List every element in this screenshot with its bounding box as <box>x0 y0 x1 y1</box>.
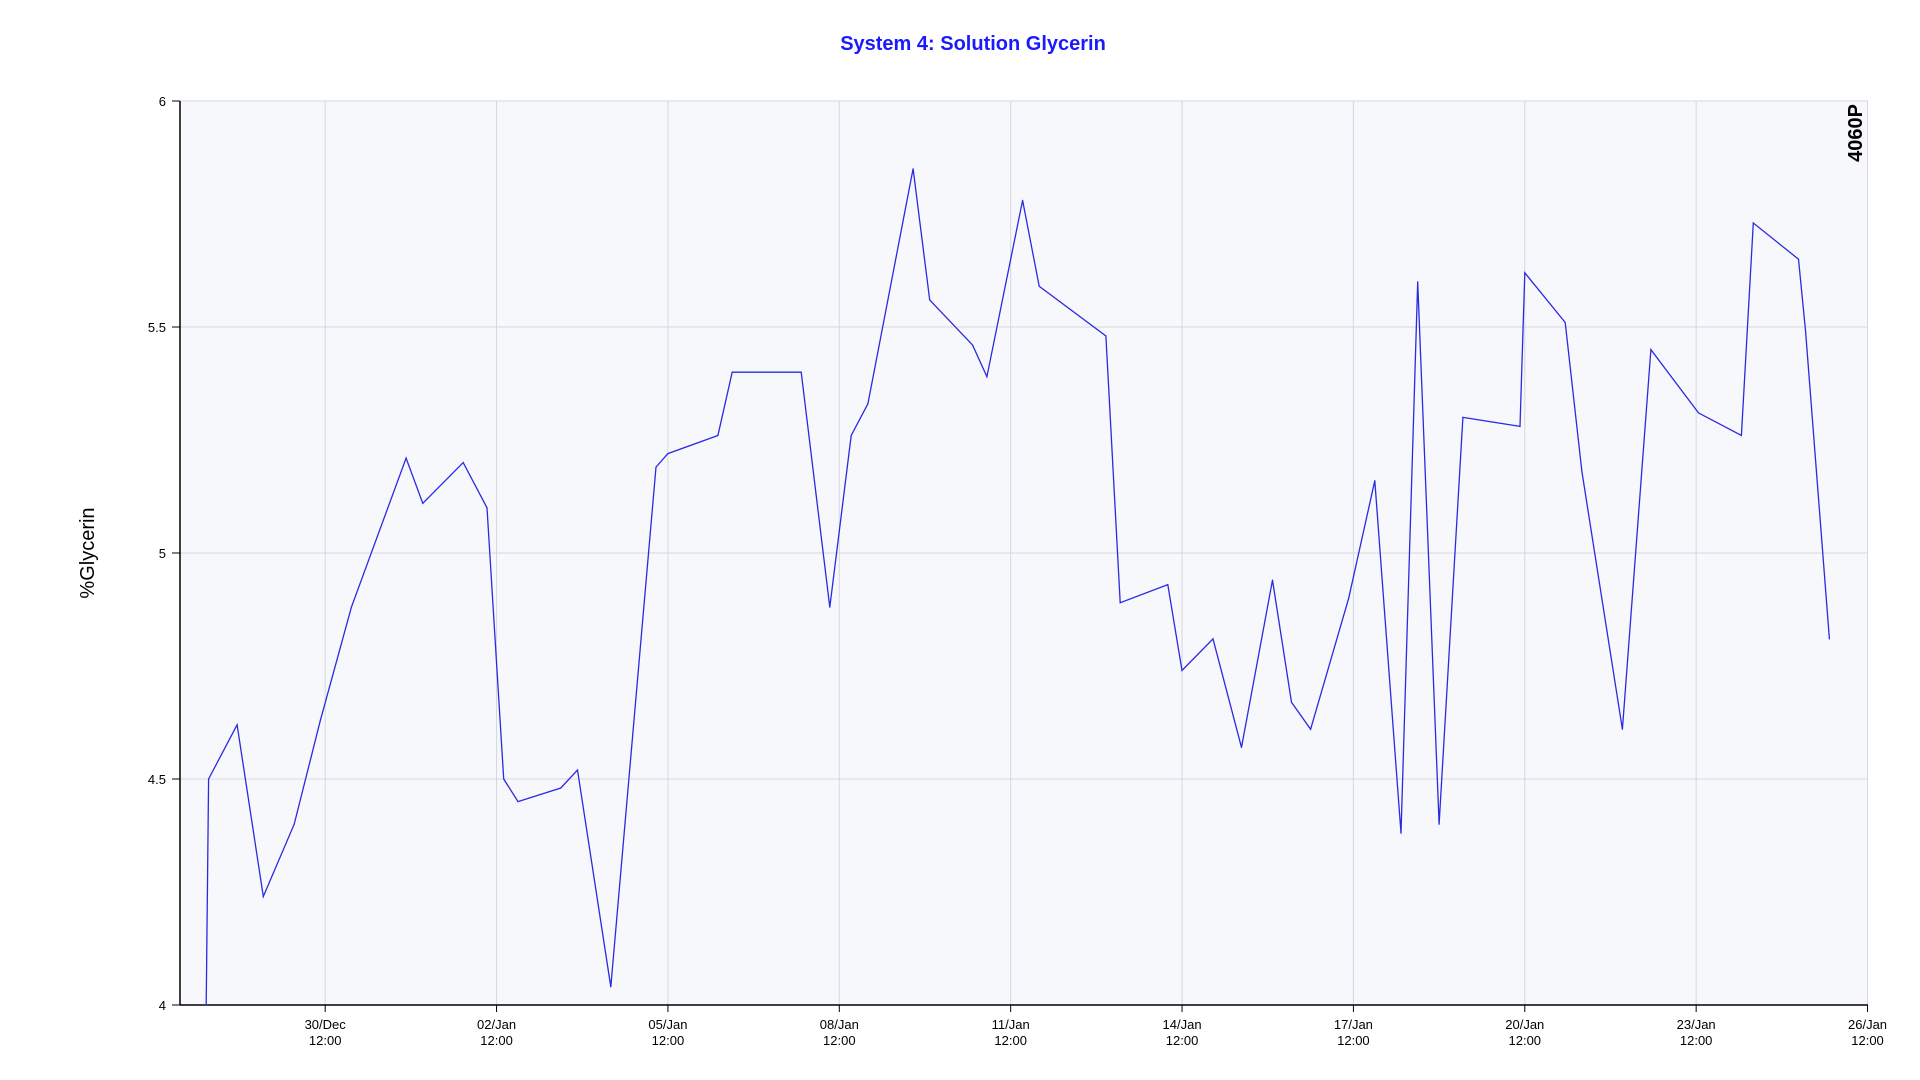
y-tick-label: 6 <box>159 94 166 109</box>
data-point <box>800 371 802 373</box>
data-point <box>1740 434 1742 437</box>
data-point <box>1519 425 1521 427</box>
data-point <box>1752 222 1754 224</box>
y-tick-label: 4.5 <box>148 772 166 787</box>
data-point <box>1167 584 1169 586</box>
grid <box>180 100 1869 1006</box>
data-point <box>610 986 612 988</box>
x-tick-date: 05/Jan <box>648 1017 687 1032</box>
data-point <box>912 168 914 170</box>
x-tick-time: 12:00 <box>1166 1033 1199 1048</box>
data-point <box>405 457 407 459</box>
x-tick-time: 12:00 <box>1337 1033 1370 1048</box>
x-tick-time: 12:00 <box>480 1033 513 1048</box>
tick-labels: 44.555.5630/Dec12:0002/Jan12:0005/Jan12:… <box>148 94 1887 1048</box>
data-point <box>350 606 352 608</box>
data-point <box>1348 597 1350 599</box>
data-point <box>1581 471 1583 473</box>
data-point <box>867 403 869 405</box>
data-point <box>850 434 852 437</box>
data-point <box>1828 638 1830 640</box>
data-point <box>1438 823 1440 825</box>
data-point <box>1212 638 1214 640</box>
data-point <box>319 719 321 721</box>
data-point <box>1271 579 1274 581</box>
data-point <box>667 453 669 455</box>
data-point <box>1181 669 1183 672</box>
data-point <box>1374 480 1376 482</box>
data-point <box>262 895 264 898</box>
x-tick-date: 02/Jan <box>477 1017 516 1032</box>
x-tick-time: 12:00 <box>823 1033 856 1048</box>
data-point <box>517 801 519 803</box>
x-tick-date: 14/Jan <box>1163 1017 1202 1032</box>
data-point <box>1400 832 1402 834</box>
data-point <box>1310 728 1312 730</box>
data-point <box>293 823 295 825</box>
data-point <box>576 769 579 771</box>
data-point <box>655 466 657 468</box>
data-point <box>1417 281 1419 283</box>
data-point <box>208 778 210 780</box>
data-point <box>1240 746 1243 749</box>
data-point <box>236 724 238 726</box>
data-point <box>1805 330 1807 333</box>
data-point <box>1462 416 1464 418</box>
chart-title: System 4: Solution Glycerin <box>840 33 1106 55</box>
data-point <box>929 299 931 301</box>
data-point <box>205 1004 207 1006</box>
data-point <box>486 507 488 509</box>
x-tick-date: 17/Jan <box>1334 1017 1373 1032</box>
x-tick-time: 12:00 <box>1851 1033 1884 1048</box>
axes <box>172 100 1869 1012</box>
data-point <box>503 778 505 780</box>
x-tick-date: 30/Dec <box>305 1017 347 1032</box>
data-point <box>462 462 464 464</box>
x-tick-time: 12:00 <box>994 1033 1027 1048</box>
data-point <box>1105 335 1107 337</box>
x-tick-date: 11/Jan <box>992 1017 1030 1032</box>
data-point <box>1564 321 1566 324</box>
data-point <box>1290 701 1293 703</box>
data-point <box>560 787 562 789</box>
data-point <box>1038 285 1040 287</box>
y-tick-label: 5 <box>159 546 166 561</box>
data-point <box>717 434 719 437</box>
x-tick-time: 12:00 <box>1509 1033 1542 1048</box>
y-axis-label: %Glycerin <box>77 507 99 598</box>
y-tick-label: 5.5 <box>148 320 166 335</box>
data-point <box>731 371 733 373</box>
data-point <box>1797 258 1800 260</box>
data-point <box>972 344 974 346</box>
x-tick-time: 12:00 <box>652 1033 685 1048</box>
x-tick-time: 12:00 <box>1680 1033 1713 1048</box>
data-point <box>1697 412 1700 414</box>
data-point <box>1119 602 1121 604</box>
x-tick-time: 12:00 <box>309 1033 342 1048</box>
x-tick-date: 20/Jan <box>1505 1017 1544 1032</box>
y-tick-label: 4 <box>159 998 166 1013</box>
data-point <box>1621 728 1623 730</box>
data-point <box>986 376 988 378</box>
data-point <box>829 606 831 608</box>
x-tick-date: 26/Jan <box>1848 1017 1887 1032</box>
data-point <box>1524 272 1526 274</box>
x-tick-date: 23/Jan <box>1677 1017 1716 1032</box>
annotation-label: 4060P <box>1845 104 1867 162</box>
data-point <box>422 502 424 504</box>
series <box>205 168 1831 1006</box>
x-tick-date: 08/Jan <box>820 1017 859 1032</box>
data-point <box>1650 349 1652 351</box>
data-point <box>1022 199 1024 201</box>
